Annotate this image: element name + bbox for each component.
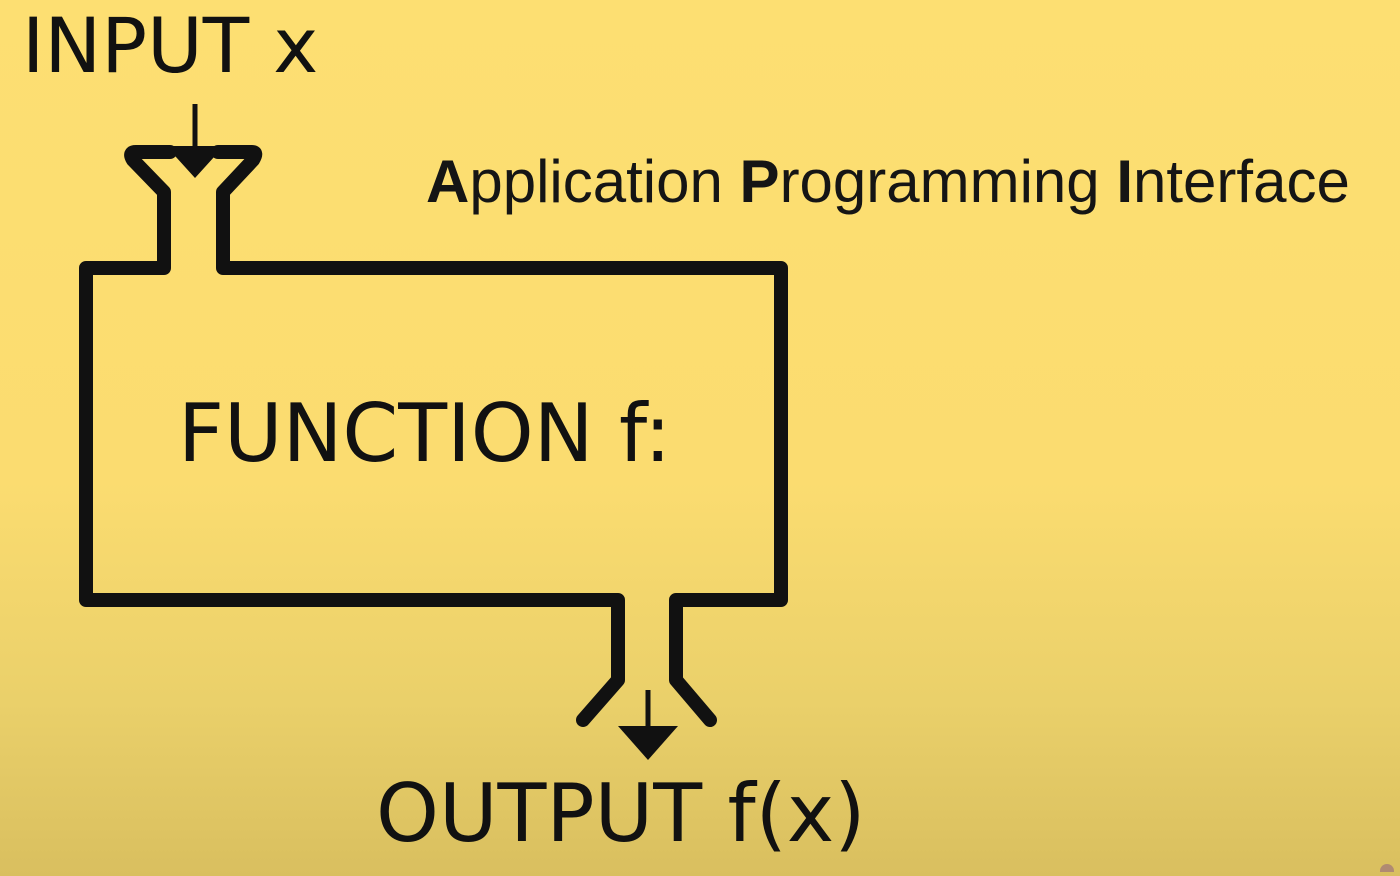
api-title: Application Programming Interface (426, 146, 1350, 218)
input-label: INPUT x (22, 1, 319, 90)
api-initial-a: A (426, 148, 470, 215)
output-label: OUTPUT f(x) (376, 767, 866, 860)
input-arrow-icon (166, 104, 224, 178)
function-label: FUNCTION f: (178, 387, 672, 480)
function-box-outline (79, 145, 788, 727)
output-arrow-icon (618, 690, 678, 760)
api-initial-p: P (739, 148, 780, 215)
corner-avatar-fragment (1380, 864, 1394, 872)
api-word-rest-1: pplication (469, 148, 723, 215)
api-word-rest-3: nterface (1133, 148, 1350, 215)
api-initial-i: I (1116, 148, 1134, 215)
api-word-rest-2: rogramming (779, 148, 1100, 215)
